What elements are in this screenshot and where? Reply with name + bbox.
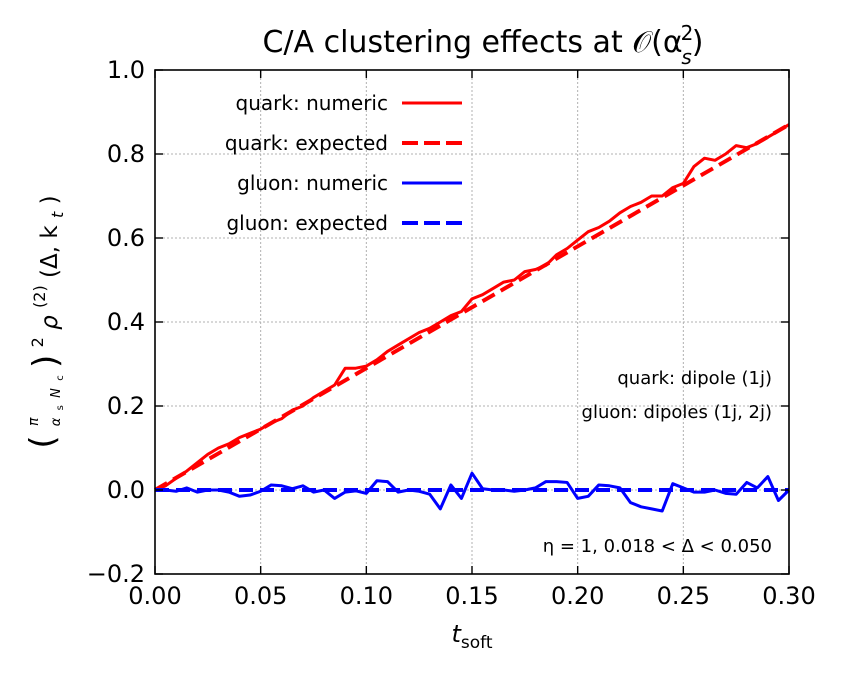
series-line-1	[154, 122, 790, 492]
y-tick-label: −0.2	[87, 560, 145, 588]
annotation-quark-dipole: quark: dipole (1j)	[617, 368, 772, 389]
plot-frame	[154, 69, 790, 575]
x-tick-label: 0.10	[340, 582, 393, 610]
y-tick-label: 0.0	[107, 476, 145, 504]
y-tick-label: 0.2	[107, 392, 145, 420]
legend: quark: numeric quark: expected gluon: nume…	[225, 91, 462, 235]
x-tick-label: 0.05	[234, 582, 287, 610]
chart-title: C/A clustering effects at 𝒪(α2 s)	[262, 21, 703, 69]
annotation-gluon-dipoles: gluon: dipoles (1j, 2j)	[582, 402, 772, 423]
svg-text:( π α s: ( π α s N c ) 2 ρ (2) (Δ, k t )	[18, 195, 69, 448]
x-tick-label: 0.25	[657, 582, 710, 610]
legend-label: gluon: numeric	[237, 171, 388, 195]
y-tick-label: 0.6	[107, 224, 145, 252]
x-tick-label: 0.30	[762, 582, 815, 610]
y-tick-label: 0.8	[107, 140, 145, 168]
x-axis-label: tsoft	[451, 620, 492, 653]
x-tick-label: 0.15	[445, 582, 498, 610]
y-tick-label: 1.0	[107, 56, 145, 84]
legend-label: quark: expected	[225, 131, 388, 155]
x-tick-label: 0.20	[551, 582, 604, 610]
legend-label: gluon: expected	[226, 211, 388, 235]
series-lines	[154, 122, 791, 513]
y-tick-label: 0.4	[107, 308, 145, 336]
y-axis-label: ( π α s N c ) 2 ρ (2) (Δ, k t )	[18, 195, 69, 448]
legend-label: quark: numeric	[236, 91, 388, 115]
axis-ticks: 0.00 0.05 0.10 0.15 0.20 0.25 0.30 −0.2 0.0 0.2 0.…	[87, 56, 816, 610]
annotation-cut: η = 1, 0.018 < Δ < 0.050	[543, 536, 772, 557]
x-tick-label: 0.00	[128, 582, 181, 610]
